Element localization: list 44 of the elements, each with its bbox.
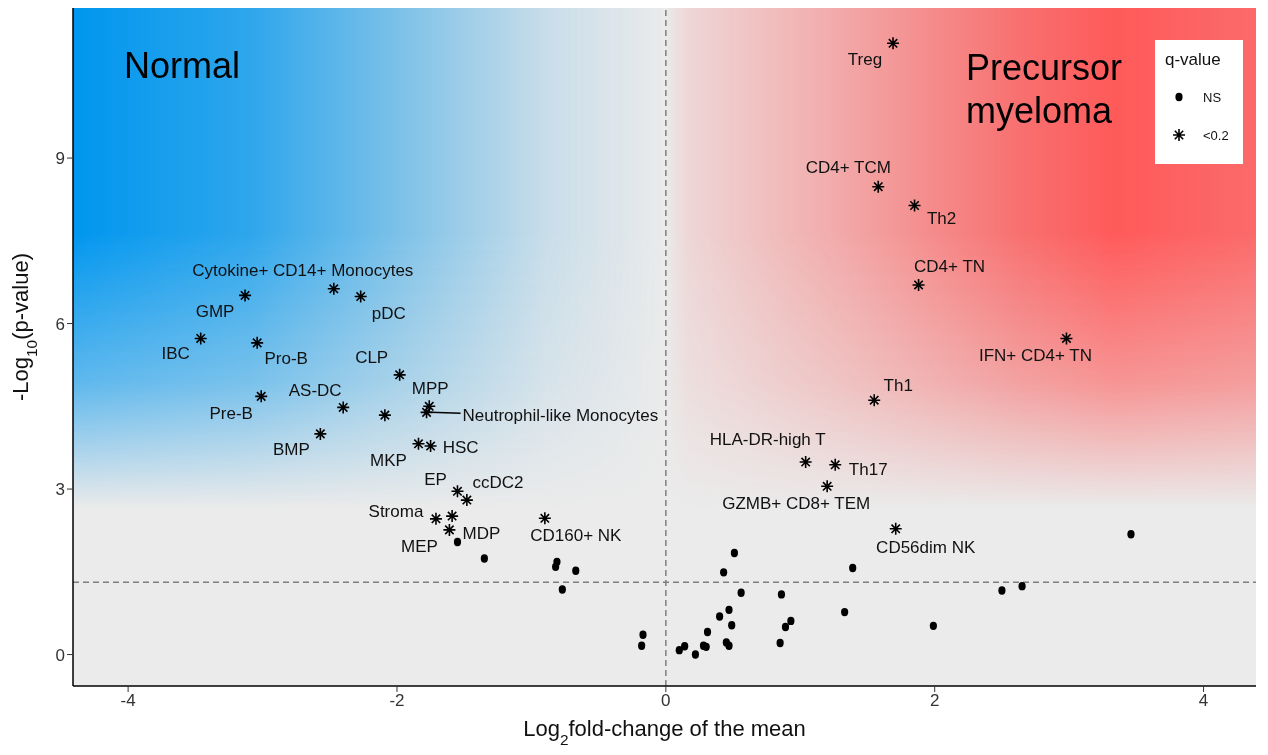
annotation: CLP	[355, 348, 389, 368]
x-tick-label: -4	[120, 691, 136, 711]
x-tick-label: 4	[1198, 691, 1209, 711]
annotation: GZMB+ CD8+ TEM	[722, 493, 871, 513]
x-axis-title: Log$_{2}$fold-change of the mean	[523, 716, 806, 748]
annotation: CD160+ NK	[530, 525, 623, 545]
x-tick-label: 2	[929, 691, 940, 711]
annotation: MKP	[370, 451, 407, 471]
annotation: Stroma	[368, 502, 424, 522]
annotation: MPP	[411, 378, 449, 398]
annotation: IFN+ CD4+ TN	[978, 345, 1092, 365]
annotation: Treg	[847, 49, 883, 69]
annotation: Pre-B	[209, 403, 253, 423]
y-tick-label: 6	[55, 314, 65, 334]
annotation: Th17	[848, 460, 888, 480]
legend-title: q-value	[1165, 50, 1222, 70]
annotation: pDC	[371, 304, 406, 324]
annotation: Cytokine+ CD14+ Monocytes	[192, 261, 414, 281]
annotation: CD4+ TN	[914, 257, 986, 277]
annotation: BMP	[272, 440, 310, 460]
annotation: MEP	[400, 537, 438, 557]
annotation: CD56dim NK	[876, 538, 976, 558]
annotation: HSC	[442, 437, 479, 457]
y-tick-label: 3	[55, 480, 65, 500]
annotation: MDP	[462, 524, 501, 544]
annotation: AS-DC	[288, 380, 342, 400]
y-tick-label: 9	[55, 149, 65, 169]
annotation: ccDC2	[472, 472, 524, 492]
y-tick-label: 0	[55, 645, 65, 665]
x-tick-label: 0	[661, 691, 671, 711]
legend-label: <0.2	[1203, 127, 1229, 143]
legend-label: NS	[1203, 89, 1222, 105]
annotation: IBC	[161, 343, 190, 363]
annotation: Neutrophil-like Monocytes	[462, 405, 659, 425]
x-tick-label: -2	[389, 691, 405, 711]
annotation: CD4+ TCM	[805, 158, 891, 178]
annotation: Normal	[124, 44, 241, 87]
annotation: Pro-B	[264, 349, 308, 369]
annotation: HLA-DR-high T	[709, 429, 826, 449]
annotation: Th2	[926, 208, 957, 228]
annotation: Th1	[883, 375, 913, 395]
annotation: Precursor myeloma	[966, 46, 1124, 132]
annotation: EP	[424, 469, 447, 489]
annotation: GMP	[195, 301, 235, 321]
